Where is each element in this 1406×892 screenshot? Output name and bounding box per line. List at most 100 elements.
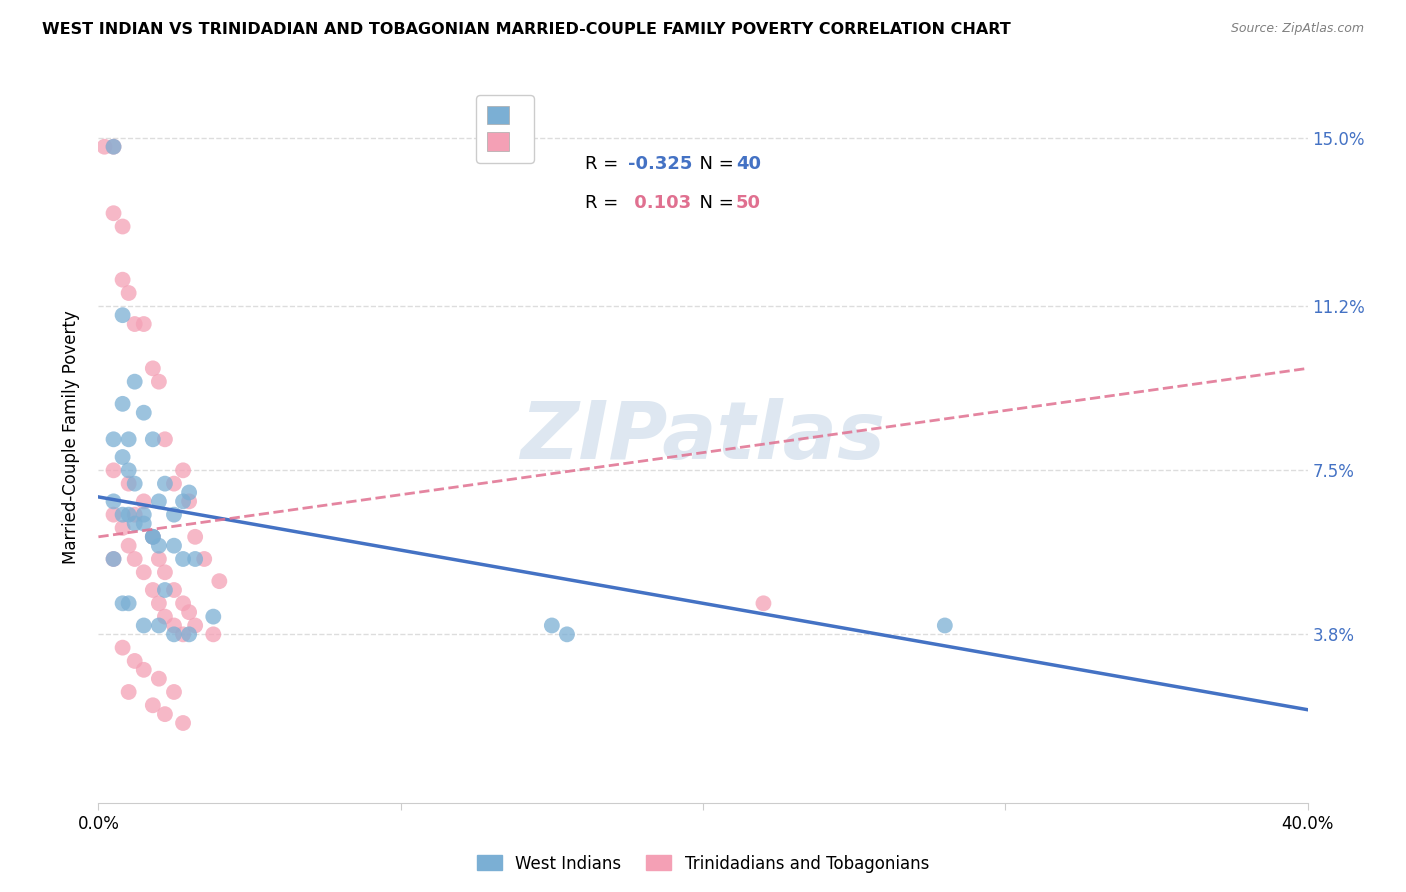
Text: Source: ZipAtlas.com: Source: ZipAtlas.com [1230, 22, 1364, 36]
Point [132, 566, 155, 580]
Point [103, 206, 125, 220]
Text: 50: 50 [735, 194, 761, 211]
Point [172, 494, 194, 508]
Point [208, 574, 231, 589]
Point [153, 609, 176, 624]
Point [132, 618, 155, 632]
Point [179, 485, 201, 500]
Point [153, 566, 176, 580]
Point [172, 627, 194, 641]
Point [163, 508, 186, 522]
Point [163, 582, 186, 597]
Point [153, 432, 176, 446]
Point [202, 627, 225, 641]
Point [118, 285, 141, 300]
Point [148, 539, 170, 553]
Point [111, 596, 134, 610]
Point [111, 640, 134, 655]
Point [111, 508, 134, 522]
Point [172, 463, 194, 477]
Point [118, 596, 141, 610]
Point [172, 596, 194, 610]
Point [179, 627, 201, 641]
Point [172, 716, 194, 731]
Point [184, 618, 207, 632]
Point [111, 521, 134, 535]
Point [142, 361, 165, 376]
Point [163, 476, 186, 491]
Point [103, 552, 125, 566]
Point [132, 663, 155, 677]
Point [202, 609, 225, 624]
Point [124, 654, 146, 668]
Point [111, 397, 134, 411]
Point [142, 530, 165, 544]
Point [118, 476, 141, 491]
Point [124, 516, 146, 531]
Point [103, 508, 125, 522]
Legend: West Indians, Trinidadians and Tobagonians: West Indians, Trinidadians and Tobagonia… [470, 848, 936, 880]
Point [118, 685, 141, 699]
Point [142, 530, 165, 544]
Text: R =: R = [585, 154, 624, 172]
Point [163, 539, 186, 553]
Point [148, 552, 170, 566]
Point [124, 317, 146, 331]
Point [153, 582, 176, 597]
Y-axis label: Married-Couple Family Poverty: Married-Couple Family Poverty [62, 310, 80, 564]
Point [540, 618, 562, 632]
Text: -0.325: -0.325 [627, 154, 692, 172]
Point [111, 450, 134, 464]
Text: R =: R = [585, 194, 624, 211]
Point [132, 406, 155, 420]
Point [103, 494, 125, 508]
Point [118, 508, 141, 522]
Point [179, 605, 201, 619]
Point [124, 508, 146, 522]
Point [184, 530, 207, 544]
Point [111, 219, 134, 234]
Text: WEST INDIAN VS TRINIDADIAN AND TOBAGONIAN MARRIED-COUPLE FAMILY POVERTY CORRELAT: WEST INDIAN VS TRINIDADIAN AND TOBAGONIA… [42, 22, 1011, 37]
Point [132, 516, 155, 531]
Point [118, 432, 141, 446]
Text: 0.103: 0.103 [627, 194, 690, 211]
Text: 40: 40 [735, 154, 761, 172]
Point [148, 596, 170, 610]
Point [934, 618, 956, 632]
Point [103, 463, 125, 477]
Point [555, 627, 578, 641]
Point [124, 375, 146, 389]
Point [148, 375, 170, 389]
Point [163, 685, 186, 699]
Point [148, 618, 170, 632]
Point [148, 672, 170, 686]
Point [148, 494, 170, 508]
Point [103, 139, 125, 153]
Point [118, 463, 141, 477]
Point [118, 539, 141, 553]
Point [184, 552, 207, 566]
Point [111, 308, 134, 322]
Point [179, 494, 201, 508]
Point [142, 582, 165, 597]
Point [153, 476, 176, 491]
Point [163, 627, 186, 641]
Point [142, 530, 165, 544]
Point [172, 552, 194, 566]
Point [153, 707, 176, 722]
Point [93, 139, 115, 153]
Point [124, 476, 146, 491]
Point [132, 317, 155, 331]
Point [142, 698, 165, 713]
Point [124, 552, 146, 566]
Point [111, 273, 134, 287]
Point [193, 552, 215, 566]
Point [103, 552, 125, 566]
Text: N =: N = [688, 154, 740, 172]
Point [142, 432, 165, 446]
Legend: , : , [477, 95, 534, 162]
Point [103, 432, 125, 446]
Text: N =: N = [688, 194, 740, 211]
Point [103, 139, 125, 153]
Point [163, 618, 186, 632]
